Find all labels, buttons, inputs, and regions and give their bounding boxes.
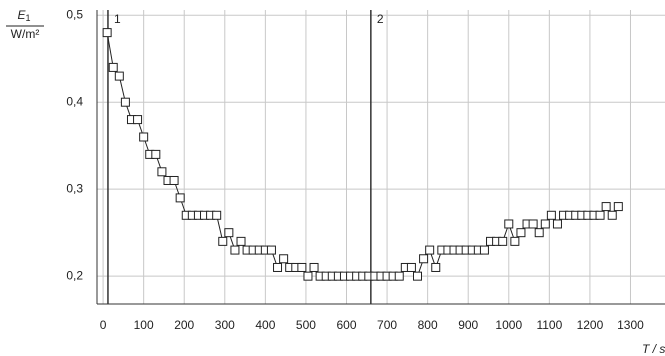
x-tick-label: 200 xyxy=(174,318,194,332)
data-point xyxy=(406,262,416,272)
data-point xyxy=(613,202,623,212)
x-axis-label: T / s xyxy=(642,342,665,356)
data-point xyxy=(498,236,508,246)
data-point xyxy=(546,210,556,220)
data-point xyxy=(139,132,149,142)
y-tick-label: 0,2 xyxy=(66,268,83,282)
data-point xyxy=(151,149,161,159)
data-point xyxy=(224,228,234,238)
data-point xyxy=(412,271,422,281)
x-tick-label: 800 xyxy=(418,318,438,332)
y-label-symbol: E1 xyxy=(17,8,30,23)
data-point xyxy=(175,193,185,203)
data-point xyxy=(607,210,617,220)
y-tick-label: 0,3 xyxy=(66,181,83,195)
data-point xyxy=(218,236,228,246)
data-point xyxy=(230,245,240,255)
data-point xyxy=(212,210,222,220)
data-point xyxy=(266,245,276,255)
data-point xyxy=(528,219,538,229)
x-tick-label: 300 xyxy=(215,318,235,332)
data-point xyxy=(431,262,441,272)
data-point xyxy=(309,262,319,272)
data-point xyxy=(120,97,130,107)
x-tick-label: 1300 xyxy=(617,318,644,332)
data-point xyxy=(419,254,429,264)
x-tick-label: 500 xyxy=(296,318,316,332)
y-tick-label: 0,5 xyxy=(66,7,83,21)
y-tick-label: 0,4 xyxy=(66,94,83,108)
data-point xyxy=(479,245,489,255)
data-point xyxy=(133,115,143,125)
data-point xyxy=(595,210,605,220)
marker-label: 1 xyxy=(114,12,121,26)
data-point xyxy=(279,254,289,264)
data-point xyxy=(303,271,313,281)
y-label-unit: W/m² xyxy=(11,27,40,41)
data-point xyxy=(273,262,283,272)
data-point xyxy=(510,236,520,246)
data-point xyxy=(504,219,514,229)
data-point xyxy=(516,228,526,238)
data-point xyxy=(157,167,167,177)
x-tick-label: 900 xyxy=(458,318,478,332)
data-point xyxy=(108,62,118,72)
x-tick-label: 600 xyxy=(336,318,356,332)
data-point xyxy=(169,175,179,185)
x-tick-label: 1200 xyxy=(577,318,604,332)
data-point xyxy=(394,271,404,281)
data-point xyxy=(297,262,307,272)
data-point xyxy=(236,236,246,246)
data-point xyxy=(601,202,611,212)
x-tick-label: 700 xyxy=(377,318,397,332)
data-point xyxy=(552,219,562,229)
x-tick-label: 0 xyxy=(100,318,107,332)
x-tick-label: 100 xyxy=(134,318,154,332)
x-tick-label: 1000 xyxy=(495,318,522,332)
data-point xyxy=(102,28,112,38)
data-point xyxy=(534,228,544,238)
marker-label: 2 xyxy=(377,12,384,26)
x-tick-label: 400 xyxy=(255,318,275,332)
x-tick-label: 1100 xyxy=(536,318,562,332)
data-point xyxy=(114,71,124,81)
data-point xyxy=(540,219,550,229)
data-point xyxy=(425,245,435,255)
